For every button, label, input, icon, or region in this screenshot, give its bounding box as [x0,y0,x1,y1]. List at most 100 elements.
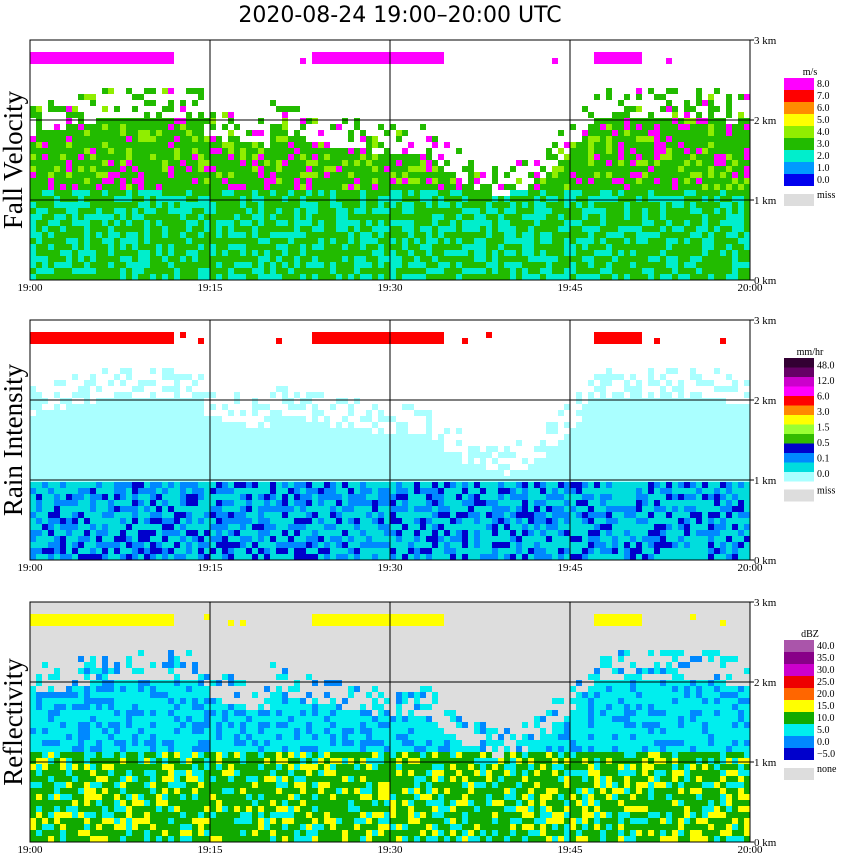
heatmap-cell [348,196,354,202]
heatmap-cell [558,268,564,274]
heatmap-cell [726,100,732,106]
heatmap-cell [150,476,156,482]
heatmap-cell [690,274,696,280]
heatmap-cell [300,208,306,214]
heatmap-cell [276,190,282,196]
heatmap-cell [108,124,114,130]
heatmap-cell [306,172,312,178]
heatmap-cell [672,160,678,166]
heatmap-cell [276,262,282,268]
heatmap-cell [408,500,414,506]
heatmap-cell [390,160,396,166]
heatmap-cell [180,142,186,148]
heatmap-cell [312,548,318,554]
heatmap-cell [144,458,150,464]
heatmap-cell [546,262,552,268]
heatmap-cell [324,554,330,560]
heatmap-cell [474,268,480,274]
heatmap-cell [684,268,690,274]
heatmap-cell [666,262,672,268]
heatmap-cell [372,166,378,172]
heatmap-cell [78,274,84,280]
heatmap-cell [396,434,402,440]
heatmap-cell [648,268,654,274]
heatmap-cell [42,178,48,184]
heatmap-cell [78,118,84,124]
heatmap-cell [354,518,360,524]
heatmap-cell [120,130,126,136]
heatmap-cell [210,196,216,202]
heatmap-cell [222,208,228,214]
heatmap-cell [660,262,666,268]
heatmap-cell [624,250,630,256]
heatmap-cell [432,548,438,554]
heatmap-cell [360,208,366,214]
heatmap-cell [546,214,552,220]
heatmap-cell [318,154,324,160]
heatmap-cell [468,238,474,244]
heatmap-cell [348,422,354,428]
heatmap-cell [684,178,690,184]
heatmap-cell [660,256,666,262]
heatmap-cell [336,554,342,560]
heatmap-cell [498,214,504,220]
heatmap-cell [654,136,660,142]
heatmap-cell [42,142,48,148]
heatmap-cell [540,244,546,250]
heatmap-cell [192,464,198,470]
heatmap-cell [720,262,726,268]
heatmap-cell [396,160,402,166]
heatmap-cell [60,554,66,560]
heatmap-cell [372,482,378,488]
heatmap-cell [204,220,210,226]
heatmap-cell [150,244,156,250]
heatmap-cell [30,536,36,542]
heatmap-cell [96,202,102,208]
heatmap-cell [36,148,42,154]
heatmap-cell [372,226,378,232]
heatmap-cell [444,244,450,250]
heatmap-cell [162,518,168,524]
heatmap-cell [624,106,630,112]
heatmap-cell [414,410,420,416]
heatmap-cell [288,434,294,440]
heatmap-cell [198,118,204,124]
heatmap-cell [210,434,216,440]
heatmap-cell [480,268,486,274]
heatmap-cell [336,250,342,256]
heatmap-cell [60,268,66,274]
heatmap-cell [468,202,474,208]
heatmap-cell [414,494,420,500]
heatmap-cell [330,184,336,190]
heatmap-cell [258,166,264,172]
heatmap-cell [318,202,324,208]
heatmap-cell [378,250,384,256]
heatmap-cell [210,488,216,494]
heatmap-cell [138,268,144,274]
legend-unit: m/s [803,67,818,78]
heatmap-cell [66,154,72,160]
heatmap-cell [408,464,414,470]
heatmap-cell [336,338,342,344]
heatmap-cell [726,136,732,142]
heatmap-cell [684,166,690,172]
heatmap-cell [612,178,618,184]
heatmap-cell [144,440,150,446]
heatmap-cell [54,214,60,220]
heatmap-cell [72,172,78,178]
heatmap-cell [366,488,372,494]
heatmap-cell [474,262,480,268]
heatmap-cell [492,172,498,178]
heatmap-cell [654,274,660,280]
heatmap-cell [204,262,210,268]
heatmap-cell [108,238,114,244]
heatmap-cell [264,178,270,184]
heatmap-cell [156,244,162,250]
heatmap-cell [66,476,72,482]
heatmap-cell [408,452,414,458]
heatmap-cell [138,518,144,524]
heatmap-cell [726,124,732,130]
heatmap-cell [408,262,414,268]
heatmap-cell [42,488,48,494]
heatmap-cell [420,434,426,440]
